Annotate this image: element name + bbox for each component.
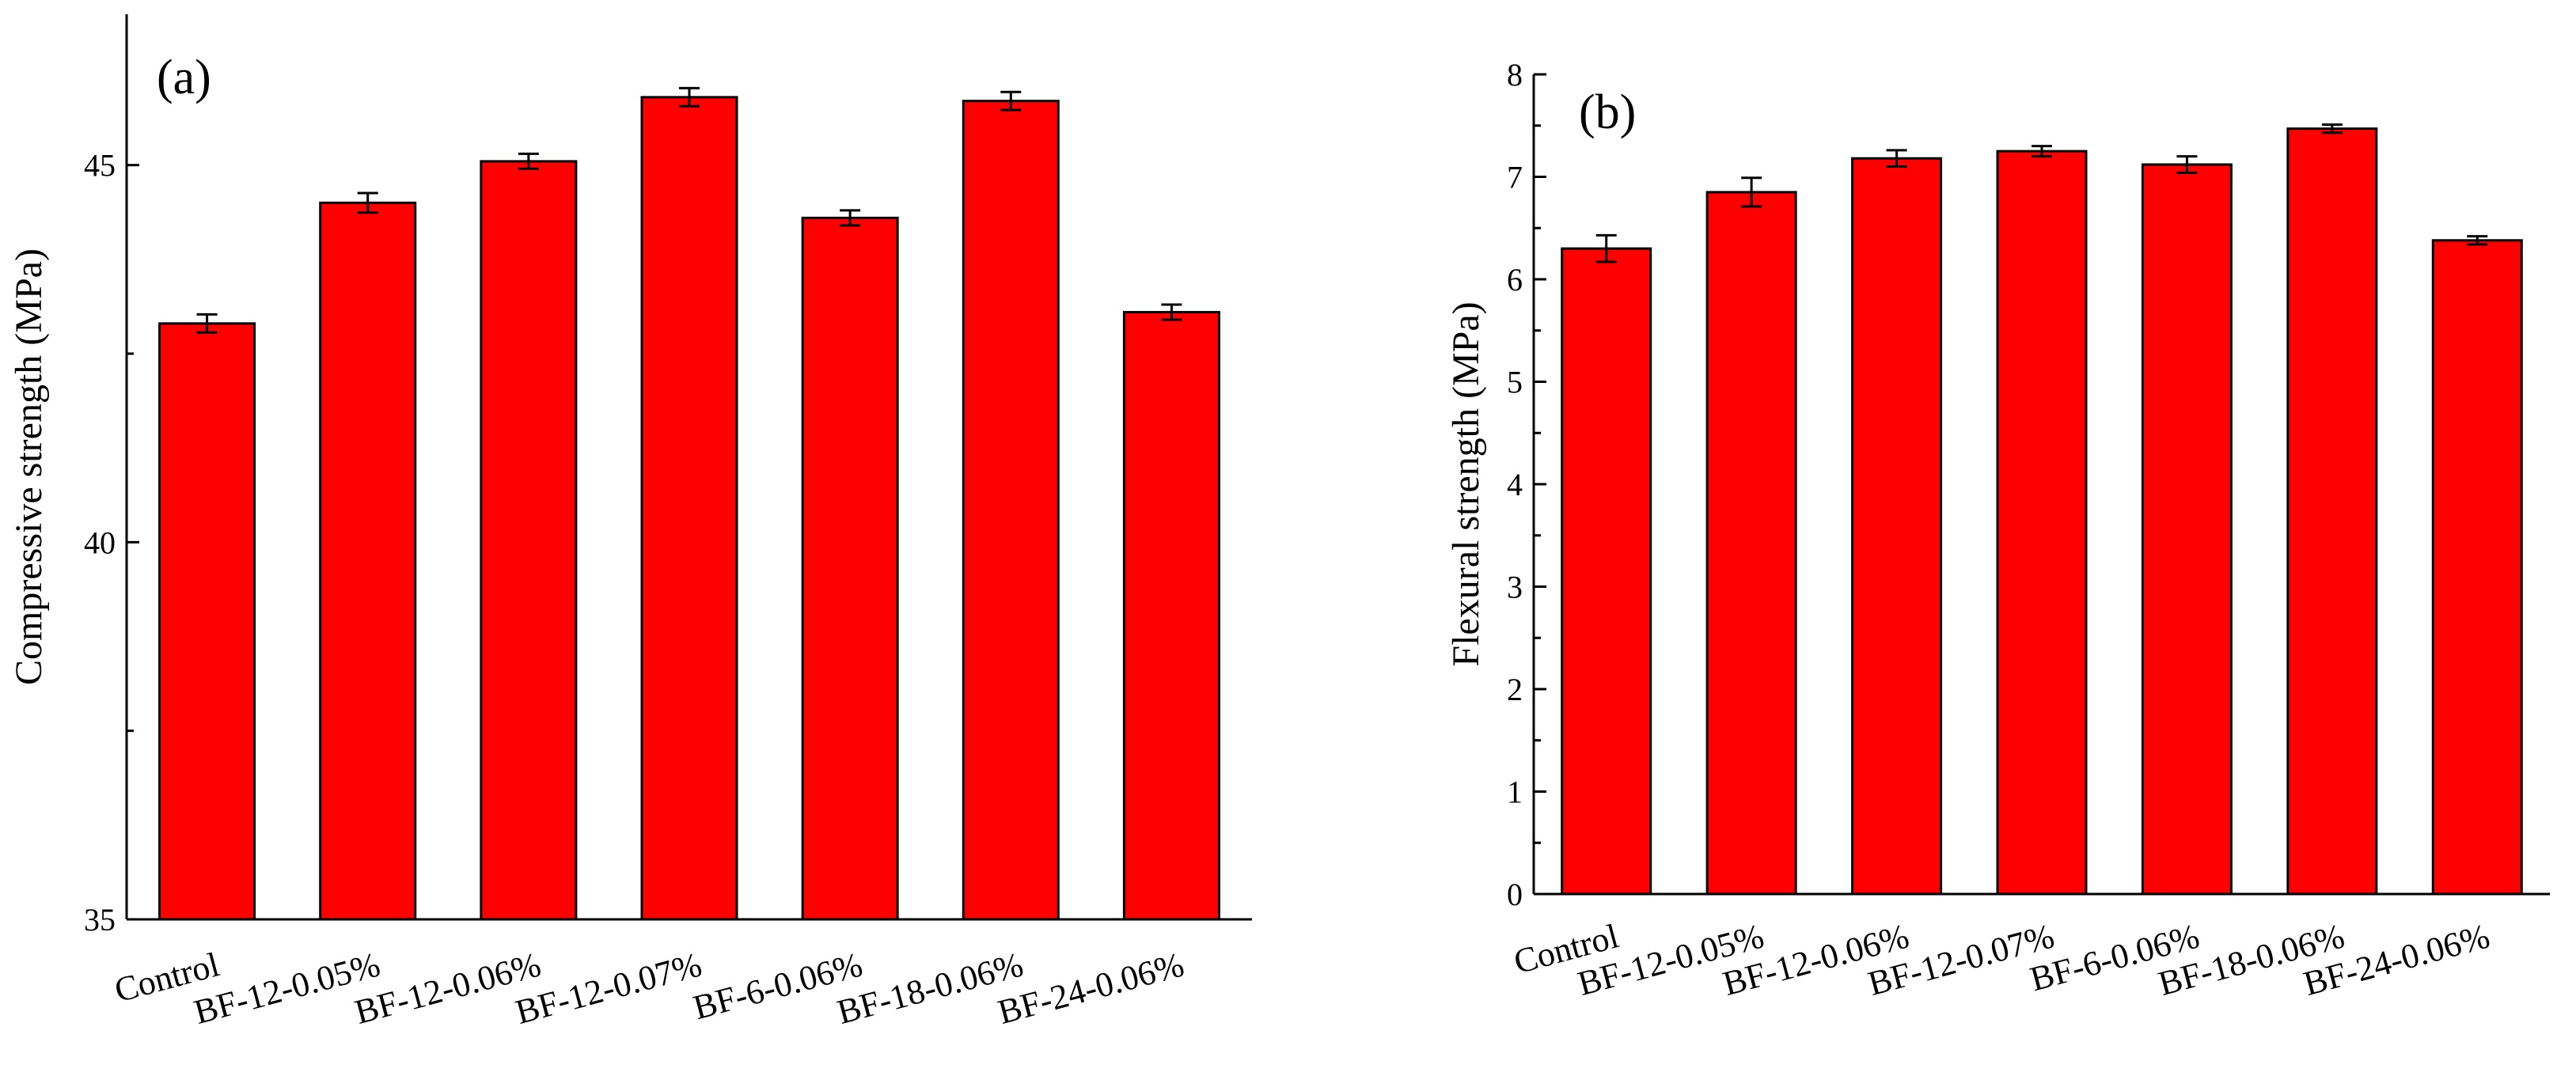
panel-b-y-tick-label: 5 — [1507, 365, 1523, 400]
panel-b-label: (b) — [1579, 85, 1636, 139]
panel-a-bar — [1122, 311, 1220, 921]
panel-a-bar — [319, 201, 417, 921]
panel-a-y-tick-label: 35 — [84, 902, 116, 938]
panel-a-y-tick-label: 40 — [84, 525, 116, 560]
panel-b-bar — [2286, 127, 2378, 896]
panel-a-bar — [962, 100, 1060, 921]
panel-b-bar — [1705, 191, 1797, 896]
panel-b-bar — [1561, 247, 1652, 896]
panel-a-bar — [480, 160, 578, 921]
panel-a-category-label: BF-24-0.06% — [994, 945, 1188, 1032]
panel-a-label: (a) — [157, 51, 211, 104]
panel-b-y-tick-label: 2 — [1507, 672, 1523, 707]
panel-b-chart: ControlBF-12-0.05%BF-12-0.06%BF-12-0.07%… — [1445, 57, 2550, 1003]
panel-a-category-label: BF-18-0.06% — [833, 945, 1027, 1032]
panel-a-y-axis-title: Compressive strength (MPa) — [8, 248, 50, 685]
panel-a-y-tick-label: 45 — [84, 148, 116, 184]
panel-b-bar — [1851, 157, 1943, 896]
panel-b-y-axis-title: Flexural strength (MPa) — [1445, 301, 1487, 666]
panel-b-y-tick-label: 3 — [1507, 570, 1523, 605]
panel-a-category-label: BF-12-0.06% — [351, 945, 544, 1032]
panel-b-y-tick-label: 0 — [1507, 877, 1523, 912]
panel-a-bar — [801, 216, 899, 921]
panel-b-bar — [2431, 239, 2523, 896]
panel-b-y-tick-label: 1 — [1507, 775, 1523, 810]
panel-a-bar — [640, 96, 738, 921]
panel-b-y-tick-label: 7 — [1507, 160, 1523, 195]
panel-a-chart: ControlBF-12-0.05%BF-12-0.06%BF-12-0.07%… — [8, 14, 1252, 1032]
panel-a-category-label: BF-12-0.05% — [190, 945, 384, 1032]
panel-b-y-tick-label: 4 — [1507, 467, 1523, 502]
panel-b-bar — [1996, 150, 2088, 896]
panel-b-y-tick-label: 8 — [1507, 57, 1523, 93]
panel-b-y-tick-label: 6 — [1507, 262, 1523, 297]
panel-a-category-label: BF-12-0.07% — [511, 945, 705, 1032]
panel-a-bar — [158, 322, 256, 921]
panel-b-bar — [2141, 163, 2233, 896]
